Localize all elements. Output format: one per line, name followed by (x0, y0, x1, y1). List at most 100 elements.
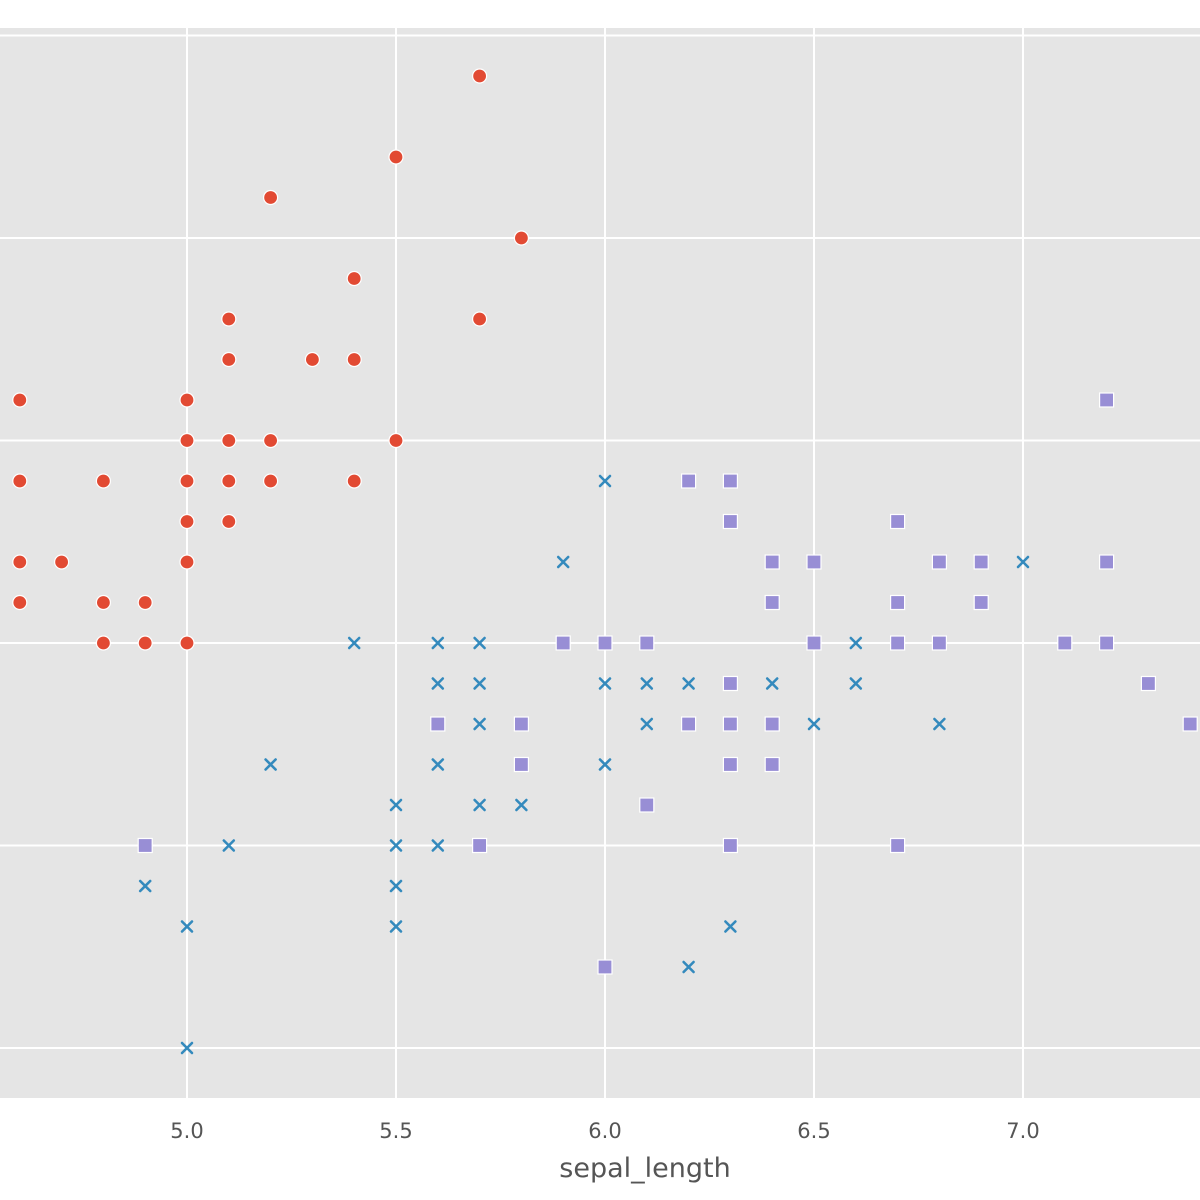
x-tick-label: 5.0 (170, 1119, 203, 1143)
data-point-circle (304, 351, 320, 368)
data-point-square (1182, 716, 1198, 732)
data-point-x (473, 677, 486, 690)
data-point-square (639, 635, 655, 651)
data-point-square (806, 635, 822, 651)
data-point-x (849, 677, 863, 690)
data-point-circle (346, 473, 362, 489)
data-point-x (180, 920, 194, 933)
data-point-circle (12, 473, 28, 489)
data-point-circle (221, 351, 237, 368)
data-point-square (722, 473, 739, 489)
data-point-x (724, 920, 737, 933)
data-point-square (764, 756, 780, 773)
x-tick-label: 7.0 (1006, 1119, 1039, 1143)
gridlines (0, 28, 1200, 1098)
data-point-circle (263, 189, 279, 206)
data-point-x (222, 839, 236, 852)
data-point-x (473, 717, 486, 731)
data-point-x (640, 677, 654, 690)
data-point-circle (179, 392, 195, 408)
data-point-square (931, 554, 948, 570)
data-point-circle (95, 473, 112, 489)
data-point-x (389, 879, 403, 893)
data-point-circle (388, 149, 404, 165)
data-point-x (556, 555, 570, 569)
data-point-square (513, 716, 530, 732)
data-point-x (431, 839, 445, 852)
data-point-circle (472, 68, 488, 84)
data-point-x (807, 717, 821, 731)
data-point-circle (95, 594, 112, 611)
data-point-square (597, 635, 613, 651)
x-tick-labels: 5.0 5.5 6.0 6.5 7.0 (170, 1119, 1039, 1143)
data-point-circle (346, 351, 362, 368)
data-point-circle (95, 635, 112, 651)
data-point-square (889, 837, 906, 854)
data-point-circle (513, 230, 530, 246)
data-point-x (264, 758, 277, 771)
data-point-square (889, 635, 906, 651)
data-point-circle (179, 554, 195, 570)
data-point-x (389, 920, 403, 933)
data-point-circle (12, 594, 28, 611)
data-point-x (682, 960, 695, 974)
data-point-circle (388, 432, 404, 449)
data-point-circle (263, 432, 279, 449)
data-point-square (680, 716, 697, 732)
data-point-circle (221, 513, 237, 530)
data-point-square (472, 837, 488, 854)
x-tick-label: 6.0 (588, 1119, 621, 1143)
data-point-circle (12, 554, 28, 570)
data-point-square (722, 716, 739, 732)
data-point-circle (263, 473, 279, 489)
data-point-square (430, 716, 446, 732)
data-point-x (1016, 555, 1030, 569)
data-point-circle (53, 554, 70, 570)
data-points (12, 68, 1198, 1055)
data-point-square (973, 594, 989, 611)
data-point-x (473, 798, 486, 812)
data-point-circle (179, 473, 195, 489)
data-point-square (722, 675, 739, 692)
data-point-x (598, 474, 612, 488)
data-point-square (1057, 635, 1073, 651)
data-point-square (1098, 554, 1115, 570)
data-point-square (722, 513, 739, 530)
data-point-x (598, 677, 612, 690)
data-point-square (1140, 675, 1157, 692)
data-point-square (1098, 392, 1115, 408)
x-axis-label: sepal_length (559, 1153, 730, 1184)
data-point-x (765, 677, 779, 690)
data-point-circle (179, 635, 195, 651)
data-point-x (933, 717, 946, 731)
data-point-circle (221, 432, 237, 449)
data-point-square (680, 473, 697, 489)
data-point-x (431, 636, 445, 650)
data-point-circle (221, 473, 237, 489)
data-point-x (682, 677, 695, 690)
x-tick-label: 6.5 (797, 1119, 830, 1143)
data-point-x (389, 798, 403, 812)
data-point-circle (346, 270, 362, 287)
data-point-square (513, 756, 530, 773)
data-point-x (431, 758, 445, 771)
series-2-square-markers (137, 392, 1198, 975)
data-point-x (138, 879, 152, 893)
data-point-x (849, 636, 863, 650)
data-point-circle (137, 594, 153, 611)
series-0-circle-markers (12, 68, 530, 651)
data-point-circle (179, 432, 195, 449)
data-point-circle (137, 635, 153, 651)
data-point-square (555, 635, 571, 651)
data-point-square (722, 756, 739, 773)
data-point-x (389, 839, 403, 852)
data-point-square (764, 716, 780, 732)
data-point-square (597, 959, 613, 975)
data-point-x (431, 677, 445, 690)
data-point-x (180, 1041, 194, 1055)
data-point-circle (12, 392, 28, 408)
data-point-square (722, 837, 739, 854)
data-point-x (598, 758, 612, 771)
x-tick-label: 5.5 (379, 1119, 412, 1143)
